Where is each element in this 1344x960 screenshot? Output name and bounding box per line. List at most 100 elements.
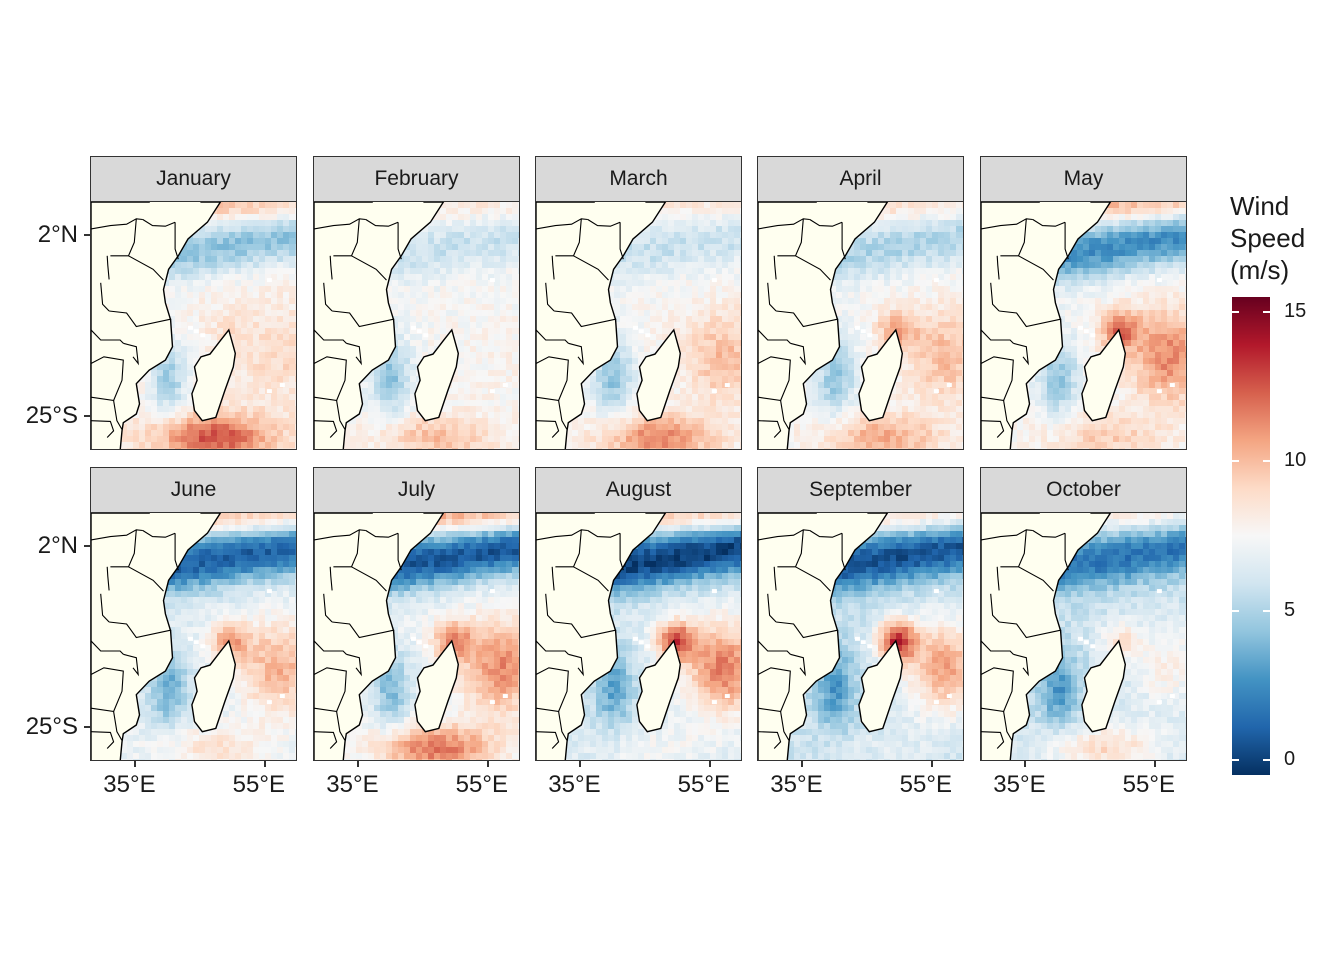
- country-border: [365, 530, 399, 538]
- country-border: [314, 640, 347, 655]
- map-panel-october: [980, 512, 1187, 761]
- wind-field-map: [536, 513, 741, 760]
- country-border: [790, 342, 806, 366]
- country-border: [841, 533, 846, 571]
- panel-title: April: [839, 167, 882, 190]
- country-border: [314, 396, 346, 430]
- island-mask: [1077, 636, 1083, 641]
- colorbar-tick-mark: [1263, 310, 1270, 313]
- island-mask: [266, 589, 272, 594]
- x-axis-tick: [1024, 761, 1027, 767]
- panel-strip-september: September: [757, 467, 964, 513]
- island-mask: [645, 644, 651, 649]
- island-mask: [187, 325, 193, 330]
- country-border: [536, 218, 588, 230]
- africa-landmass: [536, 202, 667, 449]
- country-border: [758, 667, 791, 712]
- madagascar-landmass: [414, 328, 460, 422]
- colorbar-tick-mark: [1232, 609, 1239, 612]
- x-axis-tick: [263, 761, 266, 767]
- country-border: [790, 653, 806, 677]
- country-border: [109, 310, 172, 328]
- island-mask: [193, 640, 199, 645]
- country-border: [981, 529, 1033, 541]
- country-border: [568, 342, 584, 366]
- madagascar-landmass: [1081, 328, 1127, 422]
- country-border: [981, 218, 1033, 230]
- country-border: [314, 731, 338, 749]
- colorbar-tick-mark: [1232, 460, 1239, 463]
- country-border: [1018, 255, 1054, 281]
- y-axis-label: 2°N: [37, 531, 78, 559]
- country-border: [999, 310, 1062, 328]
- country-border: [91, 731, 115, 749]
- country-border: [128, 255, 164, 281]
- country-border: [568, 653, 584, 677]
- country-border: [323, 282, 333, 312]
- island-mask: [200, 333, 206, 338]
- africa-landmass: [91, 202, 222, 449]
- country-border: [1013, 342, 1029, 366]
- country-border: [314, 707, 346, 741]
- country-border: [314, 420, 338, 438]
- country-border: [981, 420, 1005, 438]
- colorbar-tick-label: 5: [1284, 598, 1296, 621]
- madagascar-landmass: [858, 328, 904, 422]
- country-border: [110, 218, 137, 257]
- island-mask: [711, 389, 717, 394]
- country-border: [536, 529, 588, 541]
- island-mask: [1090, 333, 1096, 338]
- legend-title: Wind Speed (m/s): [1230, 190, 1305, 286]
- africa-landmass: [91, 513, 222, 760]
- country-border: [1000, 529, 1027, 568]
- wind-field-map: [536, 202, 741, 449]
- country-border: [1032, 219, 1066, 227]
- x-axis-label: 35°E: [326, 771, 379, 798]
- country-border: [758, 420, 782, 438]
- country-border: [91, 529, 143, 541]
- country-border: [332, 310, 395, 328]
- country-border: [996, 255, 1000, 280]
- island-mask: [187, 636, 193, 641]
- country-border: [777, 529, 804, 568]
- map-panel-may: [980, 201, 1187, 450]
- island-mask: [423, 333, 429, 338]
- country-border: [536, 731, 560, 749]
- y-axis-tick: [84, 726, 90, 729]
- x-axis-tick: [708, 761, 711, 767]
- island-mask: [200, 644, 206, 649]
- panel-strip-april: April: [757, 156, 964, 202]
- country-border: [91, 640, 124, 655]
- wind-field-map: [758, 202, 963, 449]
- map-panel-february: [313, 201, 520, 450]
- country-border: [758, 529, 810, 541]
- y-axis-label: 25°S: [25, 402, 78, 430]
- country-border: [536, 329, 569, 344]
- island-mask: [933, 700, 939, 705]
- island-mask: [279, 694, 285, 699]
- country-border: [536, 640, 569, 655]
- colorbar-tick-label: 0: [1284, 748, 1296, 771]
- country-border: [91, 420, 115, 438]
- panel-title: February: [374, 167, 459, 190]
- country-border: [91, 396, 123, 430]
- island-mask: [266, 700, 272, 705]
- island-mask: [860, 329, 866, 334]
- country-border: [100, 282, 110, 312]
- panel-strip-may: May: [980, 156, 1187, 202]
- island-mask: [279, 383, 285, 388]
- africa-landmass: [981, 513, 1112, 760]
- country-border: [758, 707, 790, 741]
- island-mask: [867, 333, 873, 338]
- wind-field-map: [981, 202, 1186, 449]
- country-border: [106, 255, 110, 280]
- country-border: [91, 667, 124, 712]
- country-border: [329, 566, 333, 591]
- country-border: [795, 566, 831, 592]
- panel-title: May: [1063, 167, 1104, 190]
- country-border: [573, 566, 609, 592]
- country-border: [142, 219, 176, 227]
- x-axis-tick: [1153, 761, 1156, 767]
- island-mask: [854, 325, 860, 330]
- island-mask: [502, 694, 508, 699]
